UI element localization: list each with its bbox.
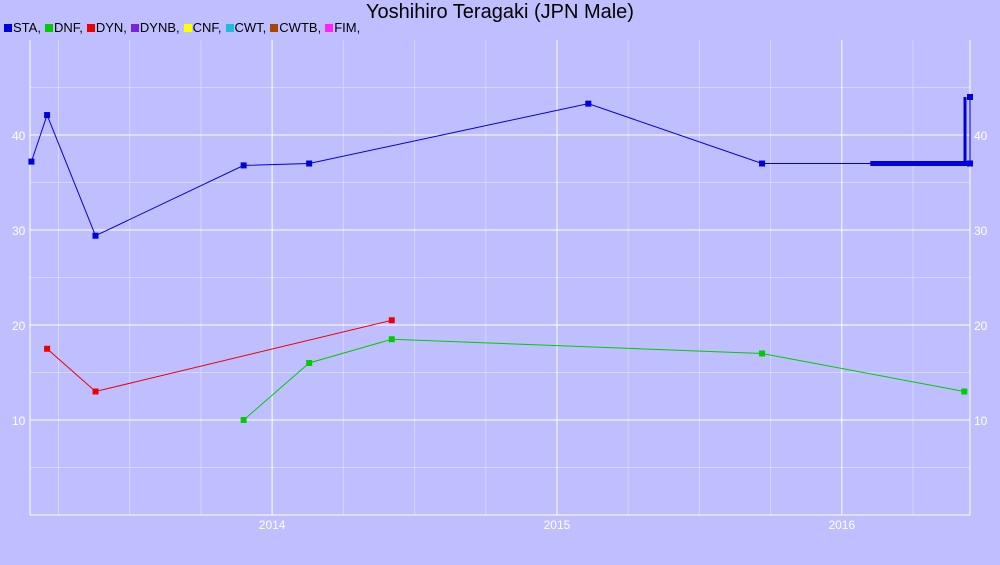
legend-swatch xyxy=(44,23,53,32)
legend-item: DYNB, xyxy=(130,20,180,35)
legend-item: DNF, xyxy=(44,20,83,35)
y-tick-label-left: 20 xyxy=(12,319,26,333)
y-tick-label-right: 10 xyxy=(974,414,988,428)
data-point-sta xyxy=(28,158,35,165)
x-tick-label: 2016 xyxy=(828,518,855,532)
legend-swatch xyxy=(270,23,279,32)
data-point-dyn xyxy=(92,388,99,395)
data-point-sta xyxy=(967,94,973,100)
legend-item: CNF, xyxy=(183,20,222,35)
legend-label: CWTB, xyxy=(279,20,322,35)
data-point-sta xyxy=(240,162,247,169)
y-tick-label-left: 10 xyxy=(12,414,26,428)
legend-item: DYN, xyxy=(86,20,127,35)
data-point-dnf xyxy=(388,336,395,343)
x-tick-label: 2014 xyxy=(259,518,286,532)
data-point-sta xyxy=(44,112,51,119)
data-point-dnf xyxy=(240,417,247,423)
x-tick-label: 2015 xyxy=(544,518,571,532)
series-line-sta xyxy=(30,97,971,237)
legend-item: CWT, xyxy=(225,20,267,35)
legend-swatch xyxy=(130,23,139,32)
legend-label: FIM, xyxy=(334,20,361,35)
data-point-dnf xyxy=(759,350,766,357)
legend-swatch xyxy=(183,23,192,32)
legend-label: DNF, xyxy=(53,20,83,35)
data-point-dnf xyxy=(306,360,313,366)
y-tick-label-left: 40 xyxy=(12,129,26,143)
legend-swatch xyxy=(86,23,95,32)
legend-label: STA, xyxy=(13,20,41,35)
y-tick-label-right: 20 xyxy=(974,319,988,333)
series-line-dyn xyxy=(46,319,392,393)
legend: STA, DNF, DYN, DYNB, CNF, CWT, CWTB, FIM, xyxy=(4,20,364,35)
series-line-dnf xyxy=(243,338,965,421)
chart-title: Yoshihiro Teragaki (JPN Male) xyxy=(366,1,634,23)
legend-item: FIM, xyxy=(325,20,360,35)
data-point-dnf xyxy=(961,388,968,395)
legend-label: DYNB, xyxy=(139,20,180,35)
data-point-dyn xyxy=(44,345,51,352)
y-tick-label-right: 30 xyxy=(974,224,988,238)
data-point-sta xyxy=(759,160,766,167)
legend-label: CWT, xyxy=(234,20,267,35)
y-tick-label-right: 40 xyxy=(974,129,988,143)
data-point-sta xyxy=(92,232,99,239)
legend-swatch xyxy=(4,23,12,32)
legend-label: CNF, xyxy=(192,20,222,35)
legend-swatch xyxy=(325,23,334,32)
data-point-sta xyxy=(306,160,313,167)
legend-item: STA, xyxy=(4,20,41,35)
legend-item: CWTB, xyxy=(270,20,321,35)
data-point-dyn xyxy=(388,317,395,324)
data-point-sta xyxy=(585,100,592,107)
legend-label: DYN, xyxy=(95,20,127,35)
y-tick-label-left: 30 xyxy=(12,224,26,238)
legend-swatch xyxy=(225,23,234,32)
